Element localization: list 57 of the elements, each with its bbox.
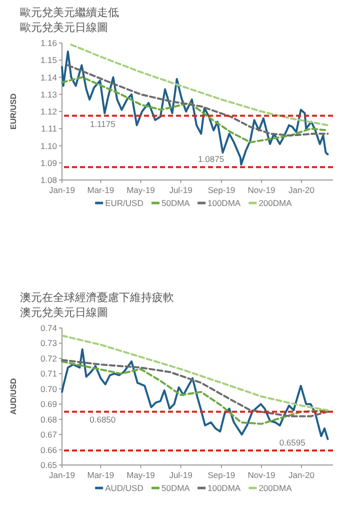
y-tick-label: 0.74 — [40, 323, 58, 333]
ref-line-label: 1.0875 — [198, 154, 224, 164]
line-series — [61, 76, 329, 144]
y-tick-label: 1.08 — [40, 175, 58, 185]
y-tick-label: 0.66 — [40, 444, 58, 455]
legend-label: AUD/USD — [105, 483, 144, 493]
chart-subtitle: 澳元兌美元日線圖 — [20, 306, 108, 319]
y-tick-label: 0.70 — [40, 384, 58, 394]
y-tick-label: 0.72 — [40, 353, 58, 364]
legend-label: 100DMA — [208, 198, 241, 208]
ref-line-label: 0.6850 — [90, 414, 116, 425]
x-tick-label: Sep-19 — [208, 470, 236, 480]
x-tick-label: Jul-19 — [169, 470, 193, 480]
chart-title: 澳元在全球經濟憂慮下維持疲軟 — [20, 291, 174, 304]
x-tick-label: May-19 — [126, 470, 156, 480]
legend-label: 200DMA — [258, 198, 292, 208]
legend-label: 50DMA — [162, 198, 190, 208]
y-axis-title: EUR/USD — [9, 93, 18, 130]
ref-line-label: 1.1175 — [90, 118, 116, 129]
y-tick-label: 1.13 — [40, 89, 58, 100]
legend-label: 50DMA — [162, 483, 190, 493]
x-tick-label: Jan-19 — [49, 470, 76, 480]
legend-label: EUR/USD — [105, 198, 144, 208]
y-tick-label: 1.11 — [41, 124, 58, 134]
x-tick-label: Mar-19 — [87, 470, 114, 480]
x-tick-label: Jan-20 — [288, 470, 315, 480]
y-tick-label: 1.09 — [40, 158, 58, 168]
y-tick-label: 0.67 — [40, 430, 58, 440]
x-tick-label: Jan-20 — [288, 185, 315, 195]
line-series — [61, 50, 329, 166]
legend-label: 100DMA — [208, 483, 241, 493]
y-tick-label: 0.71 — [40, 368, 58, 379]
x-tick-label: Jul-19 — [169, 185, 193, 195]
x-tick-label: Nov-19 — [248, 185, 276, 195]
y-tick-label: 1.15 — [40, 55, 58, 66]
line-series — [61, 348, 329, 440]
x-tick-label: Jan-19 — [49, 185, 76, 195]
x-tick-label: Nov-19 — [248, 470, 276, 480]
y-tick-label: 1.12 — [40, 106, 58, 116]
line-series — [66, 64, 329, 136]
y-tick-label: 1.16 — [40, 38, 58, 48]
x-tick-label: May-19 — [126, 185, 156, 195]
y-tick-label: 0.69 — [40, 399, 58, 410]
chart-title: 歐元兌美元繼續走低 — [20, 6, 119, 19]
line-series — [70, 44, 329, 126]
y-tick-label: 0.73 — [40, 338, 58, 348]
chart-subtitle: 歐元兌美元日線圖 — [20, 21, 108, 34]
y-axis-title: AUD/USD — [9, 378, 18, 415]
x-tick-label: Mar-19 — [87, 185, 114, 195]
y-tick-label: 1.10 — [40, 140, 58, 151]
line-series — [61, 334, 329, 412]
y-tick-label: 1.14 — [40, 72, 58, 82]
y-tick-label: 0.65 — [40, 460, 58, 470]
y-tick-label: 0.68 — [40, 414, 58, 424]
x-tick-label: Sep-19 — [208, 185, 236, 195]
legend-label: 200DMA — [258, 483, 292, 493]
ref-line-label: 0.6595 — [279, 438, 306, 448]
